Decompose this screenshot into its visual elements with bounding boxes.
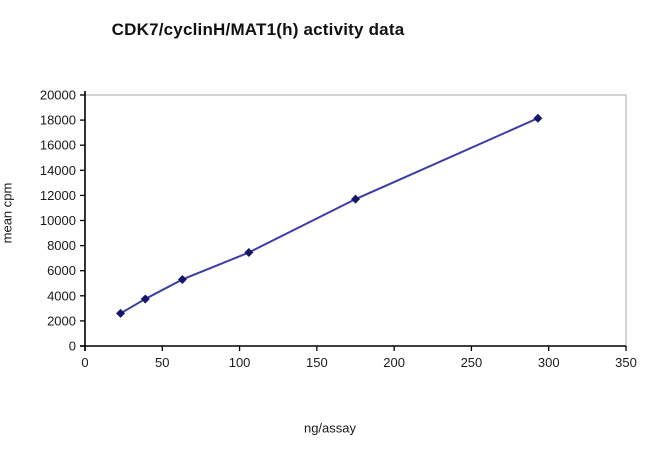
y-tick-label: 14000 — [40, 163, 76, 178]
data-line — [119, 117, 539, 315]
y-tick-label: 20000 — [40, 88, 76, 103]
x-tick-label: 300 — [538, 355, 560, 370]
y-tick-label: 8000 — [47, 238, 76, 253]
y-tick-label: 6000 — [47, 263, 76, 278]
x-axis-title: ng/assay — [303, 420, 357, 436]
y-tick-label: 2000 — [47, 313, 76, 328]
data-point-marker — [140, 294, 150, 304]
data-point-marker — [177, 274, 187, 284]
x-tick-label: 200 — [383, 355, 405, 370]
plot-area — [84, 94, 627, 347]
y-tick-label: 0 — [69, 339, 76, 354]
x-tick-label: 0 — [81, 355, 88, 370]
y-tick-label: 18000 — [40, 113, 76, 128]
data-point-marker — [351, 194, 360, 204]
x-tick-label: 250 — [461, 355, 483, 370]
y-tick-label: 12000 — [40, 188, 76, 203]
data-point-marker — [116, 308, 126, 318]
chart-title: CDK7/cyclinH/MAT1(h) activity data — [111, 20, 405, 39]
x-tick-label: 100 — [229, 355, 251, 370]
y-tick-label: 4000 — [47, 288, 76, 303]
y-tick-label: 10000 — [40, 213, 76, 228]
data-point-marker — [533, 113, 543, 123]
data-point-marker — [244, 248, 254, 258]
x-tick-label: 150 — [306, 355, 328, 370]
x-tick-label: 350 — [615, 355, 637, 370]
x-tick-label: 50 — [155, 355, 169, 370]
y-tick-label: 16000 — [40, 138, 76, 153]
